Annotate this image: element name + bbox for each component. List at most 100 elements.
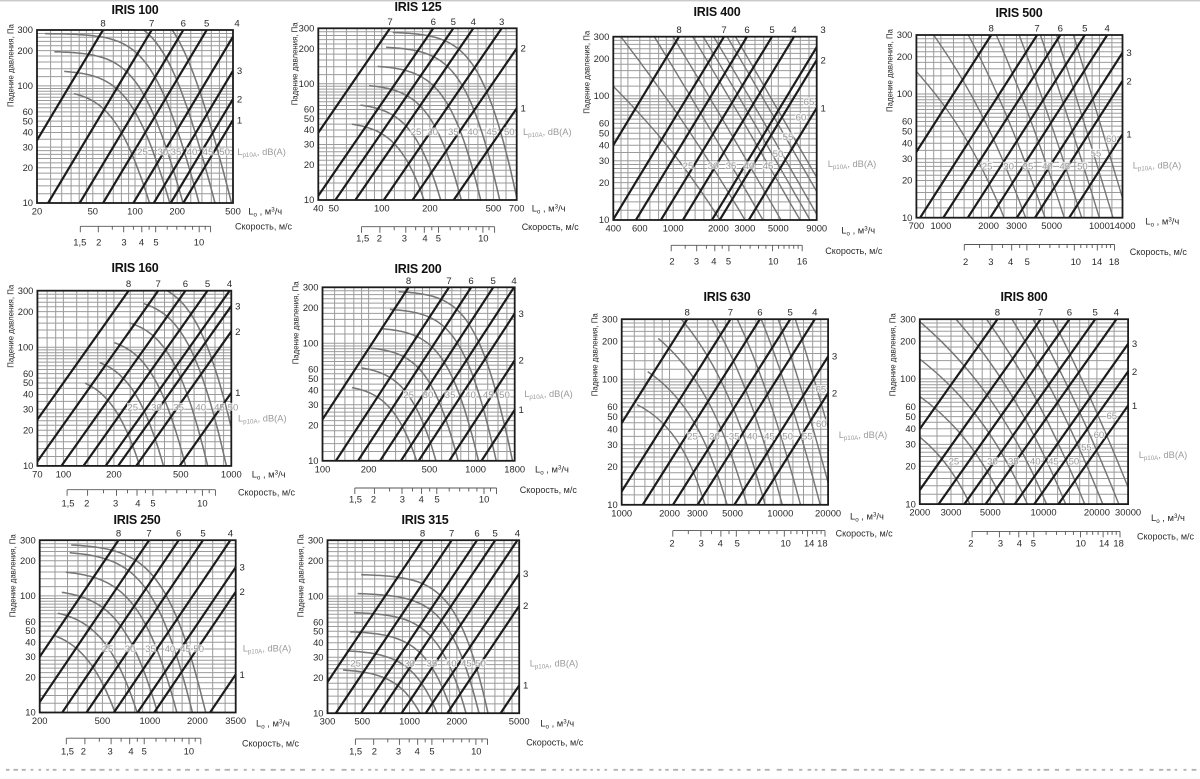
svg-text:10: 10 — [478, 233, 488, 244]
svg-text:60: 60 — [1094, 430, 1105, 441]
svg-text:8: 8 — [676, 25, 681, 36]
svg-text:500: 500 — [225, 206, 241, 217]
svg-text:500: 500 — [422, 463, 438, 474]
svg-text:2: 2 — [1126, 76, 1131, 87]
svg-text:1: 1 — [237, 115, 242, 126]
svg-text:6: 6 — [744, 25, 749, 36]
svg-text:50: 50 — [499, 390, 510, 401]
svg-text:60: 60 — [25, 616, 35, 627]
svg-text:40: 40 — [902, 137, 912, 148]
svg-text:2000: 2000 — [708, 223, 729, 234]
svg-text:1,5: 1,5 — [61, 498, 74, 509]
svg-text:200: 200 — [32, 715, 48, 726]
svg-text:20: 20 — [902, 175, 912, 186]
svg-text:1000: 1000 — [1089, 220, 1110, 231]
svg-text:3: 3 — [113, 498, 118, 509]
svg-text:9000: 9000 — [806, 223, 827, 234]
svg-text:8: 8 — [995, 308, 1000, 319]
svg-text:Падение давления, Па: Падение давления, Па — [583, 30, 592, 114]
svg-text:2: 2 — [821, 55, 826, 66]
svg-text:30: 30 — [308, 399, 318, 410]
svg-text:6: 6 — [1067, 308, 1072, 319]
svg-text:5000: 5000 — [1041, 220, 1062, 231]
svg-text:200: 200 — [303, 302, 319, 313]
svg-text:5: 5 — [153, 237, 158, 248]
svg-text:35: 35 — [448, 127, 459, 138]
svg-text:1,5: 1,5 — [356, 233, 369, 244]
svg-text:300: 300 — [18, 285, 34, 296]
svg-text:60: 60 — [816, 419, 827, 430]
svg-text:1: 1 — [235, 388, 240, 399]
svg-text:45: 45 — [763, 161, 774, 172]
svg-text:18: 18 — [1113, 538, 1123, 549]
svg-text:5000: 5000 — [509, 716, 530, 727]
svg-text:35: 35 — [445, 390, 456, 401]
svg-text:6: 6 — [474, 529, 479, 540]
svg-text:1000: 1000 — [663, 223, 684, 234]
svg-text:1: 1 — [523, 681, 528, 692]
svg-text:20: 20 — [23, 162, 33, 173]
svg-text:60: 60 — [902, 116, 912, 127]
svg-text:Падение давления, Па: Падение давления, Па — [292, 281, 301, 365]
svg-text:40: 40 — [165, 644, 176, 655]
svg-text:30: 30 — [25, 651, 35, 662]
svg-text:10: 10 — [768, 256, 778, 267]
svg-text:40: 40 — [187, 147, 198, 158]
svg-text:5000: 5000 — [980, 507, 1001, 518]
svg-text:2: 2 — [832, 388, 837, 399]
svg-text:1,5: 1,5 — [73, 237, 86, 248]
svg-text:1000: 1000 — [221, 468, 242, 479]
svg-text:Lo , м3/ч: Lo , м3/ч — [540, 718, 574, 731]
svg-text:3: 3 — [402, 233, 407, 244]
svg-text:70: 70 — [32, 468, 42, 479]
svg-text:10: 10 — [607, 499, 617, 510]
svg-text:30: 30 — [404, 659, 415, 670]
svg-text:Падение давления, Па: Падение давления, Па — [297, 534, 306, 618]
svg-text:45: 45 — [203, 147, 214, 158]
svg-text:10: 10 — [1071, 256, 1081, 267]
svg-text:500: 500 — [354, 716, 370, 727]
svg-text:50: 50 — [228, 402, 239, 413]
svg-text:10: 10 — [194, 237, 204, 248]
svg-text:Lo , м3/ч: Lo , м3/ч — [532, 203, 566, 216]
svg-text:3: 3 — [523, 569, 528, 580]
svg-text:Падение давления, Па: Падение давления, Па — [9, 534, 18, 618]
svg-text:2: 2 — [235, 327, 240, 338]
svg-text:45: 45 — [1048, 457, 1059, 468]
svg-text:8: 8 — [406, 276, 411, 287]
svg-text:40: 40 — [1042, 161, 1053, 172]
svg-text:Падение давления, Па: Падение давления, Па — [291, 22, 300, 106]
svg-text:4: 4 — [471, 17, 477, 28]
svg-text:6: 6 — [181, 19, 186, 30]
svg-text:20: 20 — [25, 672, 35, 683]
svg-text:10: 10 — [905, 498, 915, 509]
svg-text:40: 40 — [744, 161, 755, 172]
svg-text:55: 55 — [1091, 149, 1102, 160]
svg-text:50: 50 — [504, 127, 515, 138]
svg-text:Lo , м3/ч: Lo , м3/ч — [1145, 216, 1179, 229]
svg-text:IRIS 800: IRIS 800 — [1000, 290, 1047, 304]
svg-text:50: 50 — [1077, 161, 1088, 172]
svg-text:65: 65 — [804, 97, 815, 108]
svg-text:45: 45 — [461, 659, 472, 670]
svg-text:5000: 5000 — [768, 223, 789, 234]
svg-text:50: 50 — [902, 125, 912, 136]
svg-text:10: 10 — [308, 455, 318, 466]
svg-text:Lo , м3/ч: Lo , м3/ч — [248, 206, 282, 219]
svg-text:200: 200 — [17, 45, 33, 56]
svg-text:300: 300 — [602, 313, 618, 324]
svg-text:45: 45 — [180, 644, 191, 655]
svg-text:35: 35 — [726, 161, 737, 172]
svg-text:300: 300 — [299, 23, 315, 34]
svg-text:40: 40 — [905, 423, 915, 434]
svg-text:2: 2 — [968, 538, 973, 549]
svg-text:1: 1 — [821, 103, 826, 114]
svg-text:10000: 10000 — [1031, 507, 1057, 518]
svg-text:2: 2 — [96, 237, 101, 248]
svg-text:4: 4 — [234, 19, 240, 30]
svg-text:40: 40 — [599, 140, 609, 151]
svg-text:200: 200 — [299, 43, 315, 54]
svg-text:60: 60 — [23, 106, 33, 117]
svg-text:200: 200 — [422, 203, 438, 214]
svg-text:1,5: 1,5 — [349, 745, 362, 756]
